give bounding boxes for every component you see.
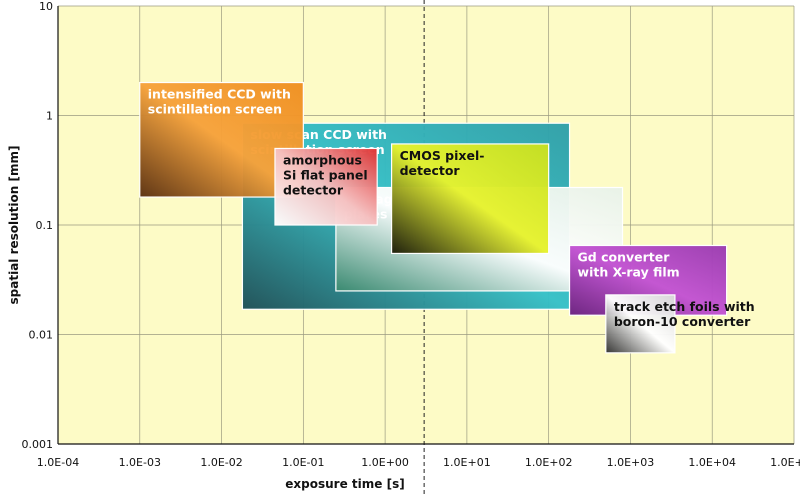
x-tick-label: 1.0E+00 <box>361 456 409 469</box>
x-tick-label: 1.0E+01 <box>443 456 491 469</box>
x-tick-label: 1.0E-01 <box>282 456 324 469</box>
x-tick-label: 1.0E-04 <box>37 456 79 469</box>
y-axis-title: spatial resolution [mm] <box>7 146 21 305</box>
region-label: boron-10 converter <box>614 314 751 329</box>
x-tick-label: 1.0E+04 <box>688 456 736 469</box>
x-tick-label: 1.0E+03 <box>607 456 655 469</box>
region-label: Gd converter <box>578 249 671 264</box>
x-tick-label: 1.0E-02 <box>200 456 242 469</box>
x-tick-label: 1.0E-03 <box>119 456 161 469</box>
y-tick-label: 0.01 <box>29 329 54 342</box>
region-label: intensified CCD with <box>148 87 291 102</box>
region-label: detector <box>283 182 344 197</box>
y-tick-label: 0.001 <box>22 438 54 451</box>
region-label: Si flat panel <box>283 167 368 182</box>
region-label: with X-ray film <box>578 264 680 279</box>
region-label: scintillation screen <box>148 102 282 117</box>
x-tick-label: 1.0E+05 <box>770 456 800 469</box>
region-box: CMOS pixel-detector <box>392 144 549 254</box>
x-axis-title: exposure time [s] <box>285 477 404 491</box>
y-tick-label: 1 <box>46 110 53 123</box>
region-label: track etch foils with <box>614 299 755 314</box>
region-label: amorphous <box>283 152 362 167</box>
region-label: detector <box>400 163 461 178</box>
region-label: CMOS pixel- <box>400 148 485 163</box>
y-tick-label: 0.1 <box>36 219 54 232</box>
x-tick-label: 1.0E+02 <box>525 456 573 469</box>
y-tick-label: 10 <box>39 0 53 13</box>
